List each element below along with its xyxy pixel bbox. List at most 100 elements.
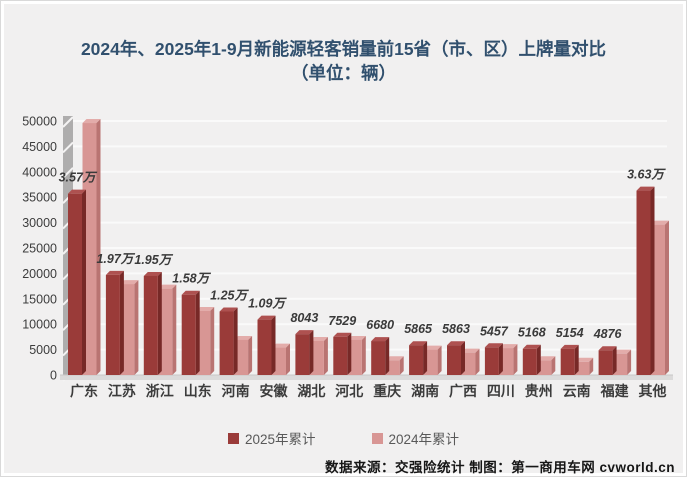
- legend-swatch-2024: [371, 432, 383, 444]
- y-axis-tick-label: 5000: [29, 343, 57, 357]
- x-axis-label-湖南: 湖南: [411, 383, 439, 400]
- bar-side-face: [172, 284, 177, 375]
- bar-2025-河北: [333, 332, 352, 375]
- y-axis-tick-label: 20000: [22, 267, 57, 281]
- data-label-湖北: 8043: [290, 311, 318, 325]
- bar-side-face: [475, 348, 480, 375]
- y-axis-tick-label: 40000: [22, 165, 57, 179]
- x-axis-label-江苏: 江苏: [108, 383, 136, 400]
- data-label-重庆: 6680: [366, 318, 394, 332]
- x-axis-label-广东: 广东: [70, 383, 98, 400]
- bar-top-face: [484, 343, 503, 348]
- bar-side-face: [195, 290, 200, 375]
- bar-top-face: [120, 280, 139, 285]
- legend-item-2025: 2025年累计: [227, 428, 316, 448]
- bar-top-face: [196, 306, 215, 311]
- bar-side-face: [286, 343, 290, 375]
- bar-top-face: [461, 348, 480, 353]
- bar-front-face: [598, 350, 613, 375]
- x-axis-label-广西: 广西: [449, 383, 477, 400]
- bar-top-face: [347, 335, 366, 340]
- x-axis-label-湖北: 湖北: [297, 384, 325, 400]
- bar-2025-广东: [68, 189, 86, 375]
- data-label-广西: 5863: [442, 322, 470, 336]
- bar-front-face: [333, 336, 348, 375]
- x-axis-label-四川: 四川: [487, 384, 515, 400]
- bar-front-face: [143, 275, 158, 375]
- bar-2024-贵州: [537, 356, 556, 375]
- bar-side-face: [589, 357, 594, 375]
- bar-side-face: [134, 280, 139, 375]
- bar-top-face: [423, 345, 442, 350]
- data-label-浙江: 1.95万: [134, 253, 173, 267]
- bar-side-face: [437, 345, 442, 375]
- data-label-河北: 7529: [328, 314, 356, 328]
- legend-label-2025: 2025年累计: [244, 432, 316, 447]
- data-label-山东: 1.58万: [172, 272, 211, 286]
- bar-top-face: [651, 220, 669, 225]
- bar-2025-山东: [181, 290, 200, 375]
- bar-2025-四川: [484, 343, 503, 375]
- x-axis-label-重庆: 重庆: [373, 383, 401, 400]
- bar-top-face: [181, 290, 200, 295]
- bar-top-face: [560, 344, 579, 349]
- bar-top-face: [272, 343, 290, 348]
- bar-top-face: [447, 341, 465, 346]
- bar-2025-江苏: [105, 270, 124, 375]
- bar-2025-福建: [598, 346, 617, 375]
- bar-front-face: [636, 190, 651, 375]
- wall-hatch: [62, 116, 74, 128]
- chart-background: 0 5000 10000 15000 20000 25000 30000 35000 40000…: [4, 4, 683, 475]
- bar-side-face: [423, 341, 428, 375]
- y-axis-tick-label: 45000: [22, 140, 57, 154]
- y-axis-tick-label: 50000: [22, 115, 57, 129]
- bar-top-face: [537, 356, 556, 361]
- wall-hatch: [62, 141, 74, 154]
- chart-legend: 2025年累计 2024年累计: [4, 428, 683, 448]
- bar-top-face: [143, 271, 162, 276]
- chart-title-line2: （单位：辆）: [291, 63, 396, 83]
- bar-top-face: [499, 344, 518, 349]
- data-label-河南: 1.25万: [210, 289, 249, 303]
- bar-side-face: [574, 344, 579, 375]
- bar-top-face: [575, 357, 594, 362]
- legend-label-2024: 2024年累计: [388, 432, 460, 447]
- bar-side-face: [513, 344, 518, 375]
- bar-top-face: [219, 307, 238, 312]
- bar-2025-贵州: [522, 344, 541, 375]
- bar-2025-安徽: [257, 315, 276, 375]
- x-axis-label-山东: 山东: [184, 383, 212, 400]
- bar-side-face: [650, 186, 655, 375]
- bar-side-face: [665, 220, 669, 375]
- x-axis-label-其他: 其他: [639, 383, 667, 400]
- bar-front-face: [371, 341, 386, 375]
- y-axis-tick-label: 25000: [22, 242, 57, 256]
- bar-2025-湖南: [409, 341, 428, 375]
- bar-top-face: [333, 332, 352, 337]
- data-source-credit: 数据来源：交强险统计 制图：第一商用车网 cvworld.cn: [324, 460, 675, 475]
- bar-2025-湖北: [295, 330, 314, 375]
- bar-side-face: [323, 336, 328, 375]
- legend-item-2024: 2024年累计: [371, 428, 460, 448]
- bar-side-face: [82, 189, 86, 375]
- bar-side-face: [536, 344, 541, 375]
- y-axis-tick-label: 15000: [22, 292, 57, 306]
- x-axis-label-云南: 云南: [563, 383, 591, 400]
- bar-side-face: [385, 337, 390, 375]
- bar-top-face: [82, 119, 101, 124]
- bar-top-face: [309, 336, 328, 341]
- bar-2025-其他: [636, 186, 655, 375]
- bar-front-face: [484, 347, 499, 375]
- x-axis-label-河北: 河北: [335, 383, 363, 400]
- data-label-江苏: 1.97万: [96, 252, 135, 266]
- bar-side-face: [347, 332, 352, 375]
- bar-side-face: [248, 335, 253, 375]
- bar-front-face: [447, 345, 461, 375]
- bar-top-face: [409, 341, 428, 346]
- chart-title-line1: 2024年、2025年1-9月新能源轻客销量前15省（市、区）上牌量对比: [80, 39, 607, 59]
- bar-side-face: [309, 330, 314, 375]
- bar-chart-canvas: 0 5000 10000 15000 20000 25000 30000 35000 40000…: [22, 115, 673, 400]
- bar-top-face: [598, 346, 617, 351]
- x-axis-label-福建: 福建: [600, 383, 629, 400]
